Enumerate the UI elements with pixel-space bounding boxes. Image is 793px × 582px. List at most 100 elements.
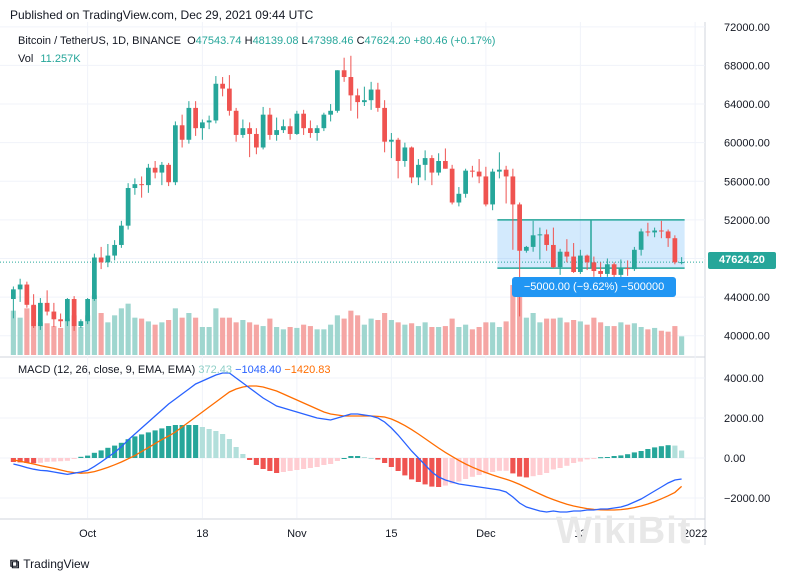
volume-bar <box>510 285 516 355</box>
candle-body <box>254 133 259 148</box>
volume-bar <box>24 308 30 355</box>
price-tick-label: 56000.00 <box>724 176 770 188</box>
macd-hist-bar <box>625 454 631 458</box>
macd-hist-bar <box>658 446 664 458</box>
macd-hist-bar <box>166 426 172 458</box>
macd-hist-bar <box>604 457 610 458</box>
candle-body <box>328 110 333 115</box>
candle-body <box>159 164 165 173</box>
macd-hist-bar <box>199 427 205 458</box>
macd-hist-bar <box>334 458 340 461</box>
volume-bar <box>672 326 678 355</box>
macd-hist-bar <box>436 458 442 487</box>
footer-brand[interactable]: ⧉ TradingView <box>10 556 89 572</box>
volume-bar <box>37 322 43 355</box>
candle-body <box>598 271 603 274</box>
candle-body <box>537 234 543 236</box>
candle-body <box>341 70 347 78</box>
candle-body <box>281 126 286 131</box>
watermark: WikiBit <box>556 510 692 552</box>
candle-body <box>335 70 340 111</box>
volume-bar <box>490 322 496 355</box>
macd-hist-bar <box>503 458 509 471</box>
candle-body <box>294 113 300 134</box>
macd-hist-bar <box>409 458 415 480</box>
candle-body <box>179 125 185 140</box>
volume-bar <box>10 310 16 355</box>
candle-body <box>247 128 252 134</box>
candle-body <box>362 100 367 103</box>
macd-hist-bar <box>186 425 192 458</box>
macd-hist-bar <box>247 458 253 460</box>
volume-bar <box>31 306 37 355</box>
ohlc-legend: Bitcoin / TetherUS, 1D, BINANCE O47543.7… <box>18 35 495 47</box>
price-tick-label: 44000.00 <box>724 292 770 304</box>
candle-body <box>119 225 124 245</box>
macd-hist-bar <box>375 458 381 460</box>
open-label: O <box>187 35 196 47</box>
candle-body <box>206 120 212 123</box>
macd-hist-bar <box>260 458 266 469</box>
macd-hist-bar <box>98 450 104 458</box>
volume-bar <box>220 317 226 355</box>
candle-body <box>564 251 570 257</box>
macd-tick-label: 4000.00 <box>724 373 764 385</box>
macd-tick-label: −2000.00 <box>724 493 770 505</box>
macd-hist-bar <box>58 458 64 462</box>
volume-bar <box>132 317 138 355</box>
time-tick-label: Oct <box>79 528 96 540</box>
volume-bar <box>247 322 253 355</box>
candle-body <box>220 83 225 89</box>
candle-body <box>321 114 327 129</box>
volume-bar <box>382 313 388 355</box>
volume-bar <box>577 321 583 355</box>
volume-bar <box>105 322 111 355</box>
time-tick-label: 18 <box>196 528 208 540</box>
candle-body <box>11 289 16 300</box>
price-tick-label: 60000.00 <box>724 138 770 150</box>
candle-body <box>389 139 394 142</box>
candle-body <box>470 170 475 172</box>
macd-hist-bar <box>510 458 516 474</box>
candle-body <box>503 169 509 177</box>
volume-bar <box>341 318 347 355</box>
candle-body <box>105 255 111 263</box>
volume-bar <box>328 324 334 355</box>
price-tick-label: 64000.00 <box>724 99 770 111</box>
candle-body <box>463 170 468 194</box>
candle-body <box>139 184 144 186</box>
candle-body <box>314 128 320 133</box>
macd-hist-bar <box>665 445 671 458</box>
candle-body <box>679 262 684 264</box>
candle-body <box>551 244 556 268</box>
volume-bar <box>544 318 550 355</box>
candle-body <box>490 171 495 205</box>
volume-bar <box>139 318 145 355</box>
volume-bar <box>172 308 178 355</box>
candle-body <box>578 255 583 272</box>
macd-hist-bar <box>125 439 131 458</box>
candle-body <box>348 77 354 96</box>
volume-bar <box>301 324 307 355</box>
volume-bar <box>294 327 300 355</box>
macd-legend: MACD (12, 26, close, 9, EMA, EMA) 372.43… <box>18 364 331 376</box>
volume-bar <box>98 313 104 355</box>
candle-body <box>132 184 138 189</box>
candle-body <box>436 160 441 173</box>
candle-body <box>625 268 630 270</box>
volume-legend: Vol 11.257K <box>18 53 81 65</box>
candle-body <box>65 299 70 322</box>
volume-bar <box>638 327 644 355</box>
last-price-tag: 47624.20 <box>708 252 776 269</box>
high-value: 48139.08 <box>252 35 299 47</box>
candle-body <box>571 256 576 272</box>
macd-hist-bar <box>402 458 408 476</box>
volume-bar <box>199 327 205 355</box>
volume-bar <box>463 324 469 355</box>
macd-hist-bar <box>598 457 604 459</box>
macd-hist-bar <box>456 458 462 482</box>
time-tick-label: Dec <box>476 528 496 540</box>
candle-body <box>416 164 421 178</box>
volume-bar <box>307 326 313 355</box>
